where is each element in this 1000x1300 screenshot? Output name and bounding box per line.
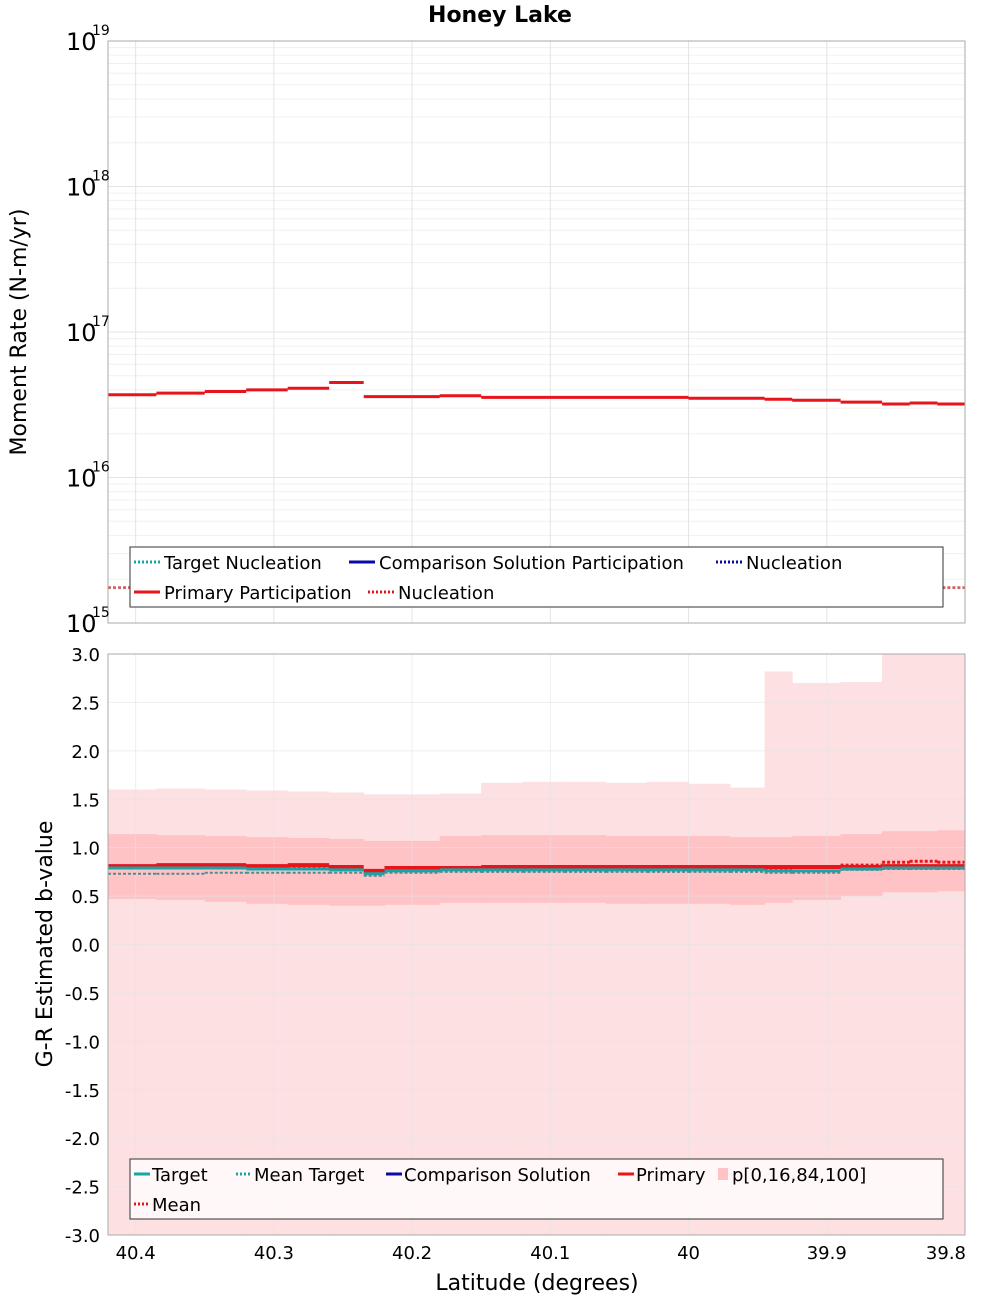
bvalue-legend-swatch <box>718 1168 728 1180</box>
bvalue-series-target <box>108 866 965 876</box>
x-tick-label: 40.3 <box>254 1243 294 1264</box>
bvalue-plot-frame <box>107 653 966 1236</box>
moment-legend-box <box>129 546 944 608</box>
bvalue-inner-band-bar <box>937 830 966 892</box>
moment-legend: Target Nucleation Comparison Solution Par… <box>129 546 944 608</box>
bvalue-legend-label: Comparison Solution <box>404 1165 591 1186</box>
bvalue-legend-label: Mean <box>152 1195 201 1216</box>
bvalue-series-mean-target <box>108 868 965 877</box>
bvalue-series <box>108 859 965 877</box>
bvalue-y-tick-label: -2.0 <box>65 1129 100 1150</box>
x-tick-label: 39.8 <box>926 1243 966 1264</box>
x-tick-label: 40.4 <box>116 1243 156 1264</box>
moment-y-tick-base: 10 <box>66 610 97 638</box>
bvalue-legend-label: Mean Target <box>254 1165 364 1186</box>
chart-title: Honey Lake <box>428 3 572 28</box>
bvalue-outer-band-bar <box>764 671 793 1235</box>
bvalue-y-tick-label: -0.5 <box>65 984 100 1005</box>
bvalue-y-tick-label: -1.5 <box>65 1081 100 1102</box>
bvalue-y-tick-label: 3.0 <box>71 645 100 666</box>
x-tick-label: 40.2 <box>392 1243 432 1264</box>
x-tick-label: 39.9 <box>807 1243 847 1264</box>
moment-y-tick-base: 10 <box>66 28 97 56</box>
bvalue-y-ticks: -3.0 -2.5 -2.0 -1.5 -1.0 -0.5 0.0 0.5 1.0 1.5 2.0 2… <box>65 645 100 1247</box>
bvalue-y-axis-label: G-R Estimated b-value <box>33 821 58 1068</box>
bvalue-y-tick-label: 2.5 <box>71 693 100 714</box>
moment-legend-label: Nucleation <box>746 553 842 574</box>
x-tick-label: 40 <box>677 1243 700 1264</box>
bvalue-y-tick-label: 0.5 <box>71 887 100 908</box>
moment-legend-label: Primary Participation <box>164 583 352 604</box>
bvalue-outer-band-bar <box>792 683 842 1235</box>
bvalue-legend-label: p[0,16,84,100] <box>732 1165 866 1186</box>
bvalue-inner-band-bar <box>909 831 938 893</box>
moment-y-tick-base: 10 <box>66 174 97 202</box>
bvalue-series-mean <box>108 859 965 874</box>
bvalue-y-tick-label: 0.0 <box>71 936 100 957</box>
bvalue-y-tick-label: -2.5 <box>65 1178 100 1199</box>
x-tick-label: 40.1 <box>530 1243 570 1264</box>
moment-y-tick-exponent: 15 <box>92 605 110 621</box>
x-axis-label: Latitude (degrees) <box>435 1271 638 1296</box>
moment-legend-label: Nucleation <box>398 583 494 604</box>
moment-y-tick-exponent: 16 <box>92 460 110 476</box>
moment-legend-label: Comparison Solution Participation <box>379 553 684 574</box>
moment-legend-label: Target Nucleation <box>163 553 322 574</box>
moment-series-primary-participation <box>108 381 965 406</box>
moment-y-tick-exponent: 17 <box>92 314 110 330</box>
bvalue-panel: -3.0 -2.5 -2.0 -1.5 -1.0 -0.5 0.0 0.5 1.0 1.5 2.0 2… <box>33 645 966 1247</box>
bvalue-legend-label: Target <box>151 1165 208 1186</box>
bvalue-legend: Target Mean Target Comparison Solution Prim… <box>129 1158 944 1220</box>
bvalue-y-tick-label: 1.0 <box>71 839 100 860</box>
bvalue-y-tick-label: -1.0 <box>65 1032 100 1053</box>
bvalue-y-tick-label: 2.0 <box>71 742 100 763</box>
bvalue-y-tick-label: 1.5 <box>71 790 100 811</box>
bvalue-legend-label: Primary <box>636 1165 706 1186</box>
moment-y-axis-label: Moment Rate (N-m/yr) <box>7 209 32 456</box>
moment-y-tick-exponent: 19 <box>92 23 110 39</box>
bvalue-legend-box <box>129 1158 944 1220</box>
bvalue-inner-band-bar <box>287 837 330 905</box>
x-ticks: 40.4 40.3 40.2 40.1 40 39.9 39.8 <box>116 1243 966 1264</box>
moment-y-tick-exponent: 18 <box>92 169 110 185</box>
bvalue-outer-band-bar <box>840 682 883 1235</box>
moment-plot-frame <box>107 40 966 624</box>
bvalue-inner-band-bar <box>882 831 911 893</box>
moment-y-tick-base: 10 <box>66 465 97 493</box>
bvalue-y-tick-label: -3.0 <box>65 1226 100 1247</box>
moment-y-tick-base: 10 <box>66 319 97 347</box>
moment-grid <box>108 40 966 624</box>
